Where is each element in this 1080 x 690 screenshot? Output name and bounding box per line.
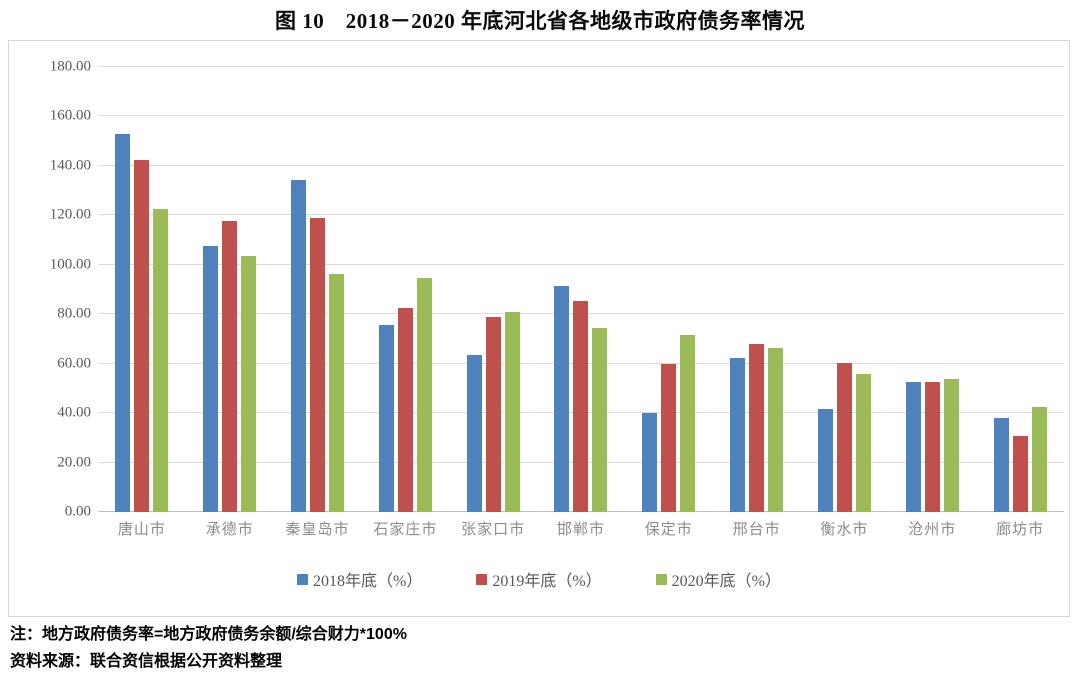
bar-series-1	[749, 343, 765, 512]
bar-group	[537, 67, 625, 512]
chart-title: 图 10 2018－2020 年底河北省各地级市政府债务率情况	[275, 9, 805, 33]
legend-label: 2019年底（%）	[492, 573, 602, 590]
bar-series-1	[924, 381, 940, 512]
legend-item: 2020年底（%）	[655, 567, 782, 591]
bar-series-2	[153, 209, 169, 512]
legend-label: 2020年底（%）	[671, 573, 782, 590]
bar-series-2	[241, 256, 257, 512]
y-axis-tick-label: 0.00	[64, 503, 91, 520]
bar-series-1	[222, 220, 238, 512]
note-source: 资料来源：联合资信根据公开资料整理	[10, 653, 283, 670]
bar-series-1	[310, 218, 326, 512]
bar-series-2	[943, 378, 959, 512]
x-axis-label: 衡水市	[820, 521, 869, 538]
gridline	[98, 164, 1064, 166]
legend-item: 2019年底（%）	[476, 567, 602, 591]
x-axis: 唐山市 承德市 秦皇岛市 石家庄市 张家口市 邯郸市 保定市 邢台市 衡水市 沧州市 廊坊市	[98, 518, 1064, 544]
bar-series-0	[642, 413, 658, 512]
bar-group	[361, 67, 449, 512]
bar-series-1	[1012, 435, 1028, 512]
x-axis-label: 邢台市	[732, 521, 781, 538]
y-axis-tick-label: 120.00	[49, 206, 91, 223]
bar-group	[98, 67, 186, 512]
x-axis-label: 张家口市	[461, 521, 526, 538]
legend-label: 2018年底（%）	[312, 573, 423, 590]
bar-group	[888, 67, 976, 512]
bar-series-0	[203, 245, 219, 512]
legend-swatch-series-0	[296, 573, 308, 585]
x-axis-label: 秦皇岛市	[285, 521, 350, 538]
y-axis-tick-label: 60.00	[57, 355, 91, 372]
bar-group	[976, 67, 1064, 512]
bar-series-2	[855, 374, 871, 512]
bar-series-1	[661, 363, 677, 512]
bar-series-2	[592, 328, 608, 512]
bar-series-0	[378, 325, 394, 512]
bar-series-2	[329, 273, 345, 512]
x-axis-label: 承德市	[205, 521, 254, 538]
bar-series-2	[416, 278, 432, 512]
bar-series-2	[768, 347, 784, 512]
y-axis-tick-label: 180.00	[49, 58, 91, 75]
x-axis-label: 邯郸市	[556, 521, 605, 538]
legend: 2018年底（%） 2019年底（%） 2020年底（%）	[9, 567, 1069, 591]
x-axis-label: 石家庄市	[373, 521, 438, 538]
bar-series-1	[485, 317, 501, 512]
gridline	[98, 66, 1064, 67]
notes-block: 注：地方政府债务率=地方政府债务余额/综合财力*100% 资料来源：联合资信根据…	[10, 621, 407, 675]
bar-series-2	[680, 334, 696, 512]
bar-series-1	[836, 362, 852, 512]
bar-series-0	[554, 286, 570, 512]
bar-series-0	[817, 409, 833, 512]
y-axis-tick-label: 20.00	[57, 454, 91, 471]
x-axis-label: 沧州市	[908, 521, 957, 538]
legend-swatch-series-2	[655, 573, 667, 585]
bar-series-0	[115, 133, 131, 512]
bar-series-2	[504, 311, 520, 512]
bar-group	[713, 67, 801, 512]
bar-series-0	[993, 417, 1009, 512]
legend-item: 2018年底（%）	[296, 567, 423, 591]
gridline	[98, 115, 1064, 117]
y-axis: 0.00 20.00 40.00 60.00 80.00 100.00 120.00 140.…	[9, 59, 91, 520]
chart-frame: 0.00 20.00 40.00 60.00 80.00 100.00 120.00 140.…	[8, 40, 1070, 617]
legend-swatch-series-1	[476, 573, 488, 585]
bar-series-2	[1031, 406, 1047, 512]
bar-group	[274, 67, 362, 512]
bar-series-1	[573, 300, 589, 512]
y-axis-tick-label: 140.00	[49, 157, 91, 174]
bar-group	[625, 67, 713, 512]
y-axis-tick-label: 80.00	[57, 305, 91, 322]
y-axis-tick-label: 160.00	[49, 107, 91, 124]
y-axis-tick-label: 40.00	[57, 404, 91, 421]
bar-series-0	[905, 381, 921, 512]
bar-series-1	[134, 159, 150, 512]
bar-group	[449, 67, 537, 512]
x-axis-label: 唐山市	[117, 521, 166, 538]
bar-series-0	[291, 179, 307, 512]
x-axis-label: 廊坊市	[996, 521, 1045, 538]
gridline	[98, 263, 1064, 265]
bar-group	[801, 67, 889, 512]
gridline	[98, 214, 1064, 216]
bar-series-0	[730, 357, 746, 512]
y-axis-tick-label: 100.00	[49, 256, 91, 273]
bar-series-1	[397, 308, 413, 512]
bar-series-0	[466, 355, 482, 512]
bar-group	[186, 67, 274, 512]
plot-area	[98, 66, 1064, 512]
x-axis-label: 保定市	[644, 521, 693, 538]
note-formula: 注：地方政府债务率=地方政府债务余额/综合财力*100%	[10, 626, 407, 643]
